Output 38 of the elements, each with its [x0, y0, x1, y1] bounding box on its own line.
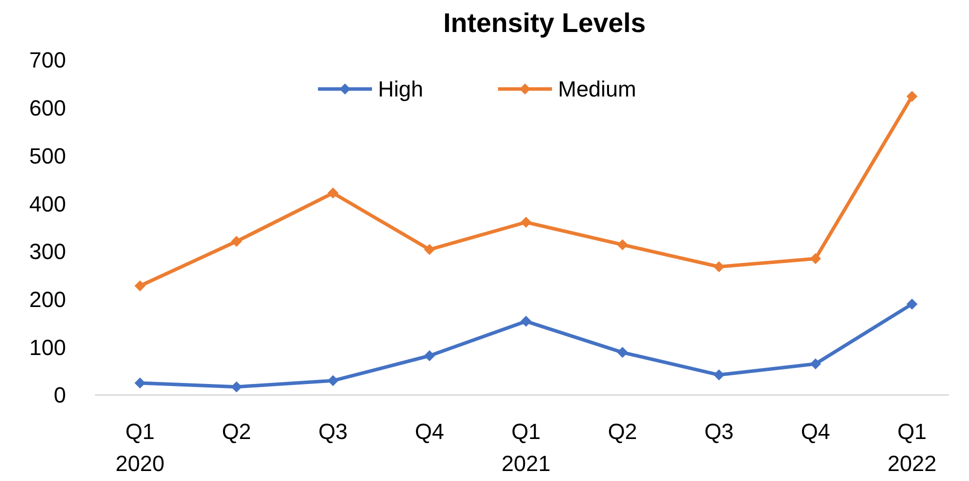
x-tick-label: Q4: [800, 419, 830, 444]
point: [328, 375, 338, 386]
point: [520, 316, 532, 327]
point: [231, 236, 242, 247]
point: [328, 188, 338, 199]
y-tick-label: 400: [29, 191, 66, 216]
y-tick-label: 600: [29, 96, 66, 121]
y-tick-label: 700: [29, 48, 66, 73]
x-tick-label: Q1 2022: [888, 419, 936, 476]
x-tick-label: Q3: [318, 419, 348, 444]
point: [906, 298, 918, 310]
y-tick-label: 100: [29, 334, 66, 360]
point: [134, 280, 146, 292]
y-tick-label: 0: [54, 382, 66, 408]
point: [231, 381, 242, 392]
y-tick-label: 200: [29, 286, 66, 312]
x-tick-label: Q2: [222, 419, 252, 444]
point: [714, 261, 724, 272]
point: [520, 216, 532, 228]
point: [617, 239, 628, 250]
point: [810, 253, 821, 264]
legend-label: Medium: [558, 76, 636, 102]
point: [424, 350, 435, 362]
x-tick-label: Q3: [704, 419, 734, 444]
point: [617, 346, 628, 358]
x-tick-label: Q2: [608, 419, 638, 444]
x-tick-label: Q4: [414, 419, 444, 444]
chart-title: Intensity Levels: [443, 8, 646, 38]
x-tick-label: Q1 2021: [502, 419, 550, 476]
point: [810, 358, 821, 370]
point: [134, 378, 146, 389]
point: [906, 90, 918, 102]
point: [424, 244, 435, 256]
x-tick-label: Q1 2020: [116, 419, 164, 476]
y-tick-label: 500: [29, 143, 66, 168]
y-tick-label: 300: [29, 239, 66, 264]
point: [714, 369, 724, 380]
legend-label: High: [378, 76, 424, 102]
